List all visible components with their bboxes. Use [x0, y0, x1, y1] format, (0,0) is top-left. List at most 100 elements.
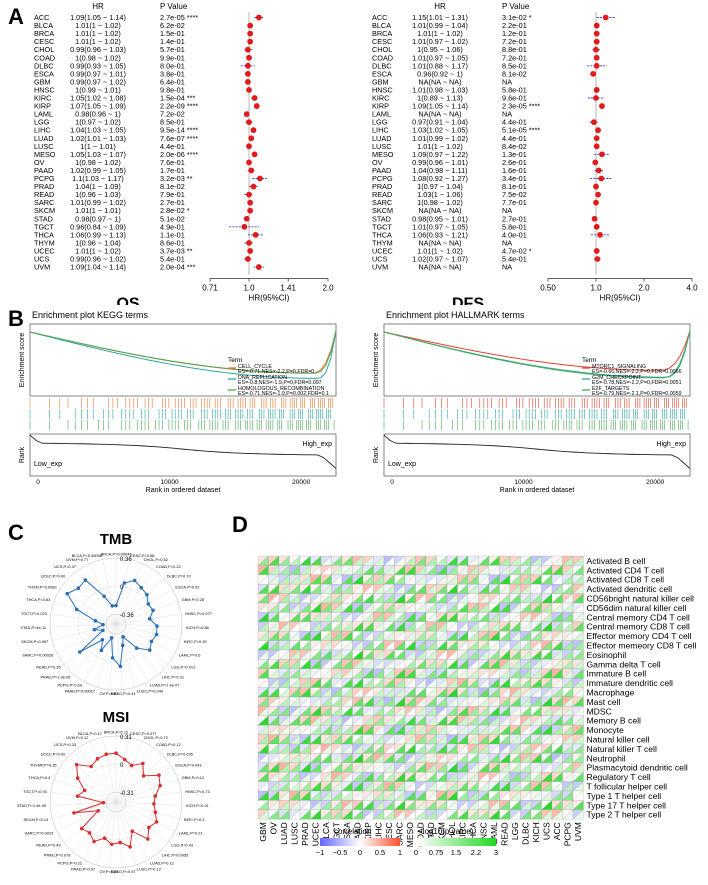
- radar-spoke: [68, 756, 117, 803]
- forest-row-p: 9.9e-01: [160, 53, 185, 62]
- forest-row-hr: 1.01(0.99 ~ 1.04): [412, 21, 468, 30]
- radar-title: TMB: [100, 531, 133, 548]
- forest-row-name: ACC: [34, 13, 49, 22]
- heatmap-row-label: Central memory CD4 T cell: [587, 612, 690, 622]
- gsea-x-tick: 10000: [161, 479, 179, 486]
- radar-point: [122, 581, 127, 585]
- heatmap-legend-corr-swatch: [348, 838, 351, 846]
- heatmap-legend-corr-swatch: [340, 838, 343, 846]
- gsea-high-label: High_exp: [302, 441, 332, 448]
- gsea-legend-stats: ES=-0.8,NES=-1.9,P=0,FDR=0.097: [238, 380, 322, 386]
- forest-row-p: 7.2e-02: [160, 110, 185, 119]
- heatmap-row-label: Eosinophil: [587, 650, 627, 660]
- radar-spoke: [115, 623, 123, 690]
- radar-axis-label: PRAD,P=0.078: [44, 853, 71, 858]
- forest-point: [593, 54, 600, 61]
- radar-r-label: 0: [120, 585, 124, 591]
- forest-row-p: 3.8e-01: [160, 69, 185, 78]
- heatmap-row-label: Immature B cell: [587, 669, 647, 679]
- radar-axis-label: KICH,P=0.88: [186, 625, 209, 630]
- radar-spoke: [63, 801, 117, 843]
- heatmap-legend-corr-swatch: [382, 838, 385, 846]
- heatmap-row-label: Neutrophil: [587, 753, 626, 763]
- forest-row-p: 1.2e-01: [502, 29, 527, 38]
- forest-row-hr: 1.01(0.97 ~ 1.02): [412, 37, 468, 46]
- forest-row-hr: 1(1 ~ 1.01): [80, 142, 116, 151]
- radar-axis-label: CHOL,P=0.52: [144, 557, 168, 562]
- forest-point: [593, 46, 599, 53]
- radar-axis-label: DLBC,P=0.035: [167, 751, 193, 756]
- heatmap-legend-corr-swatch: [334, 838, 337, 846]
- radar-point: [104, 752, 108, 756]
- heatmap-legend-p-swatch: [482, 838, 485, 846]
- heatmap-col-label: KICH: [531, 822, 541, 842]
- heatmap-legend-corr-swatch: [328, 838, 331, 846]
- heatmap-legend-p-swatch: [460, 838, 463, 846]
- radar-point: [130, 829, 135, 834]
- radar-spoke: [115, 623, 182, 628]
- forest-plots-panel: HR P Value ACC 1.09(1.05 ~ 1.14) 2.7e-05 ***…: [34, 2, 698, 305]
- radar-point: [79, 826, 84, 831]
- heatmap-legend-p-swatch: [488, 838, 491, 846]
- forest-row-p: 8.0e-01: [160, 61, 185, 70]
- radar-point: [93, 619, 98, 623]
- radar-axis-label: GBM,P=0.28: [182, 597, 204, 602]
- gsea-legend-term: CELL_CYCLE: [238, 364, 272, 370]
- forest-point: [594, 256, 601, 262]
- forest-row-p: 2.0e-04 ***: [160, 263, 195, 272]
- heatmap-legend-p-swatch: [464, 838, 467, 846]
- forest-row-hr: 0.99(0.96 ~ 1.02): [70, 255, 126, 264]
- heatmap-legend-corr-swatch: [360, 838, 363, 846]
- heatmap-legend-p-tick: 2.2: [471, 848, 481, 857]
- forest-row-hr: 1.05(1.02 ~ 1.08): [70, 94, 126, 103]
- heatmap-row-label: MDSC: [587, 706, 612, 716]
- forest-point: [251, 151, 258, 158]
- heatmap-legend-p-swatch: [476, 838, 479, 846]
- gsea-title: Enrichment plot HALLMARK terms: [386, 310, 525, 320]
- radar-point: [120, 643, 125, 648]
- radar-point: [114, 751, 118, 755]
- radar-axis-label: LIHC,P=0.0055: [162, 853, 189, 858]
- forest-row-name: SKCM: [34, 206, 55, 215]
- forest-row-p: 3.1e-02 *: [502, 13, 532, 22]
- heatmap-legend-corr-swatch: [394, 838, 397, 846]
- radar-spoke: [115, 766, 173, 803]
- radar-point: [87, 831, 92, 835]
- heatmap-legend-corr-swatch: [368, 838, 371, 846]
- heatmap-legend-p-swatch: [416, 838, 419, 846]
- heatmap-legend-corr-swatch: [346, 838, 349, 846]
- radar-spoke: [72, 801, 117, 853]
- radar-axis-label: UVM,P=0.77: [66, 557, 88, 562]
- heatmap-legend-corr-swatch: [398, 838, 401, 846]
- forest-row-hr: 1.02(0.99 ~ 1.05): [70, 166, 126, 175]
- heatmap-legend-p-swatch: [432, 838, 435, 846]
- forest-row-p: 8.8e-01: [502, 45, 527, 54]
- forest-row-hr: 1.09(0.97 ~ 1.22): [412, 150, 468, 159]
- heatmap-legend-corr-swatch: [374, 838, 377, 846]
- forest-point: [593, 223, 600, 230]
- heatmap-legend-corr-swatch: [380, 838, 383, 846]
- forest-row-hr: NA(NA ~ NA): [418, 263, 461, 272]
- forest-row-name: HNSC: [372, 85, 393, 94]
- heatmap-row-label: Activated B cell: [587, 556, 646, 566]
- radar-point: [83, 578, 88, 582]
- radar-axis-label: KICH,P=0.91: [186, 803, 209, 808]
- forest-row-p: 9.6e-01: [502, 94, 527, 103]
- forest-row-name: LUAD: [34, 134, 53, 143]
- heatmap-legend-corr-swatch: [330, 838, 333, 846]
- radar-point: [141, 774, 146, 778]
- radar-point: [154, 820, 159, 824]
- radar-spoke: [115, 623, 149, 682]
- forest-row-hr: 1.04(1.03 ~ 1.05): [70, 126, 126, 135]
- heatmap-legend-p-swatch: [454, 838, 457, 846]
- forest-row-name: KIRC: [34, 94, 51, 103]
- forest-row-hr: 1(0.95 ~ 1.06): [417, 45, 463, 54]
- forest-row-name: UCEC: [372, 246, 393, 255]
- forest-point: [246, 191, 252, 198]
- heatmap-col-label: THCA: [468, 822, 478, 845]
- forest-row-hr: 0.99(0.97 ~ 1.02): [70, 77, 126, 86]
- radar-axis-label: KIRC,P=0.3: [184, 817, 205, 822]
- radar-r-label: -0.36: [120, 613, 134, 619]
- forest-row-hr: 1.01(0.99 ~ 1.02): [412, 134, 468, 143]
